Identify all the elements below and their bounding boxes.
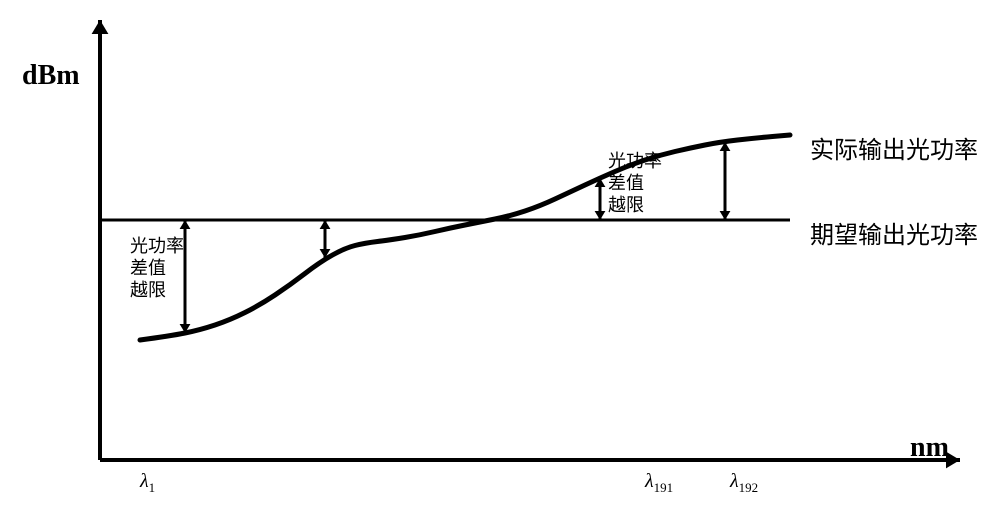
diff-annotation-1: 光功率差值越限 [608,150,662,216]
x-tick-2: λ192 [730,470,758,496]
diff-annotation-0: 光功率差值越限 [130,235,184,301]
expected-output-label: 期望输出光功率 [810,215,978,250]
x-axis-label: nm [910,432,949,464]
y-axis-label: dBm [22,60,80,92]
actual-output-label: 实际输出光功率 [810,130,978,165]
x-tick-0: λ1 [140,470,155,496]
x-tick-1: λ191 [645,470,673,496]
